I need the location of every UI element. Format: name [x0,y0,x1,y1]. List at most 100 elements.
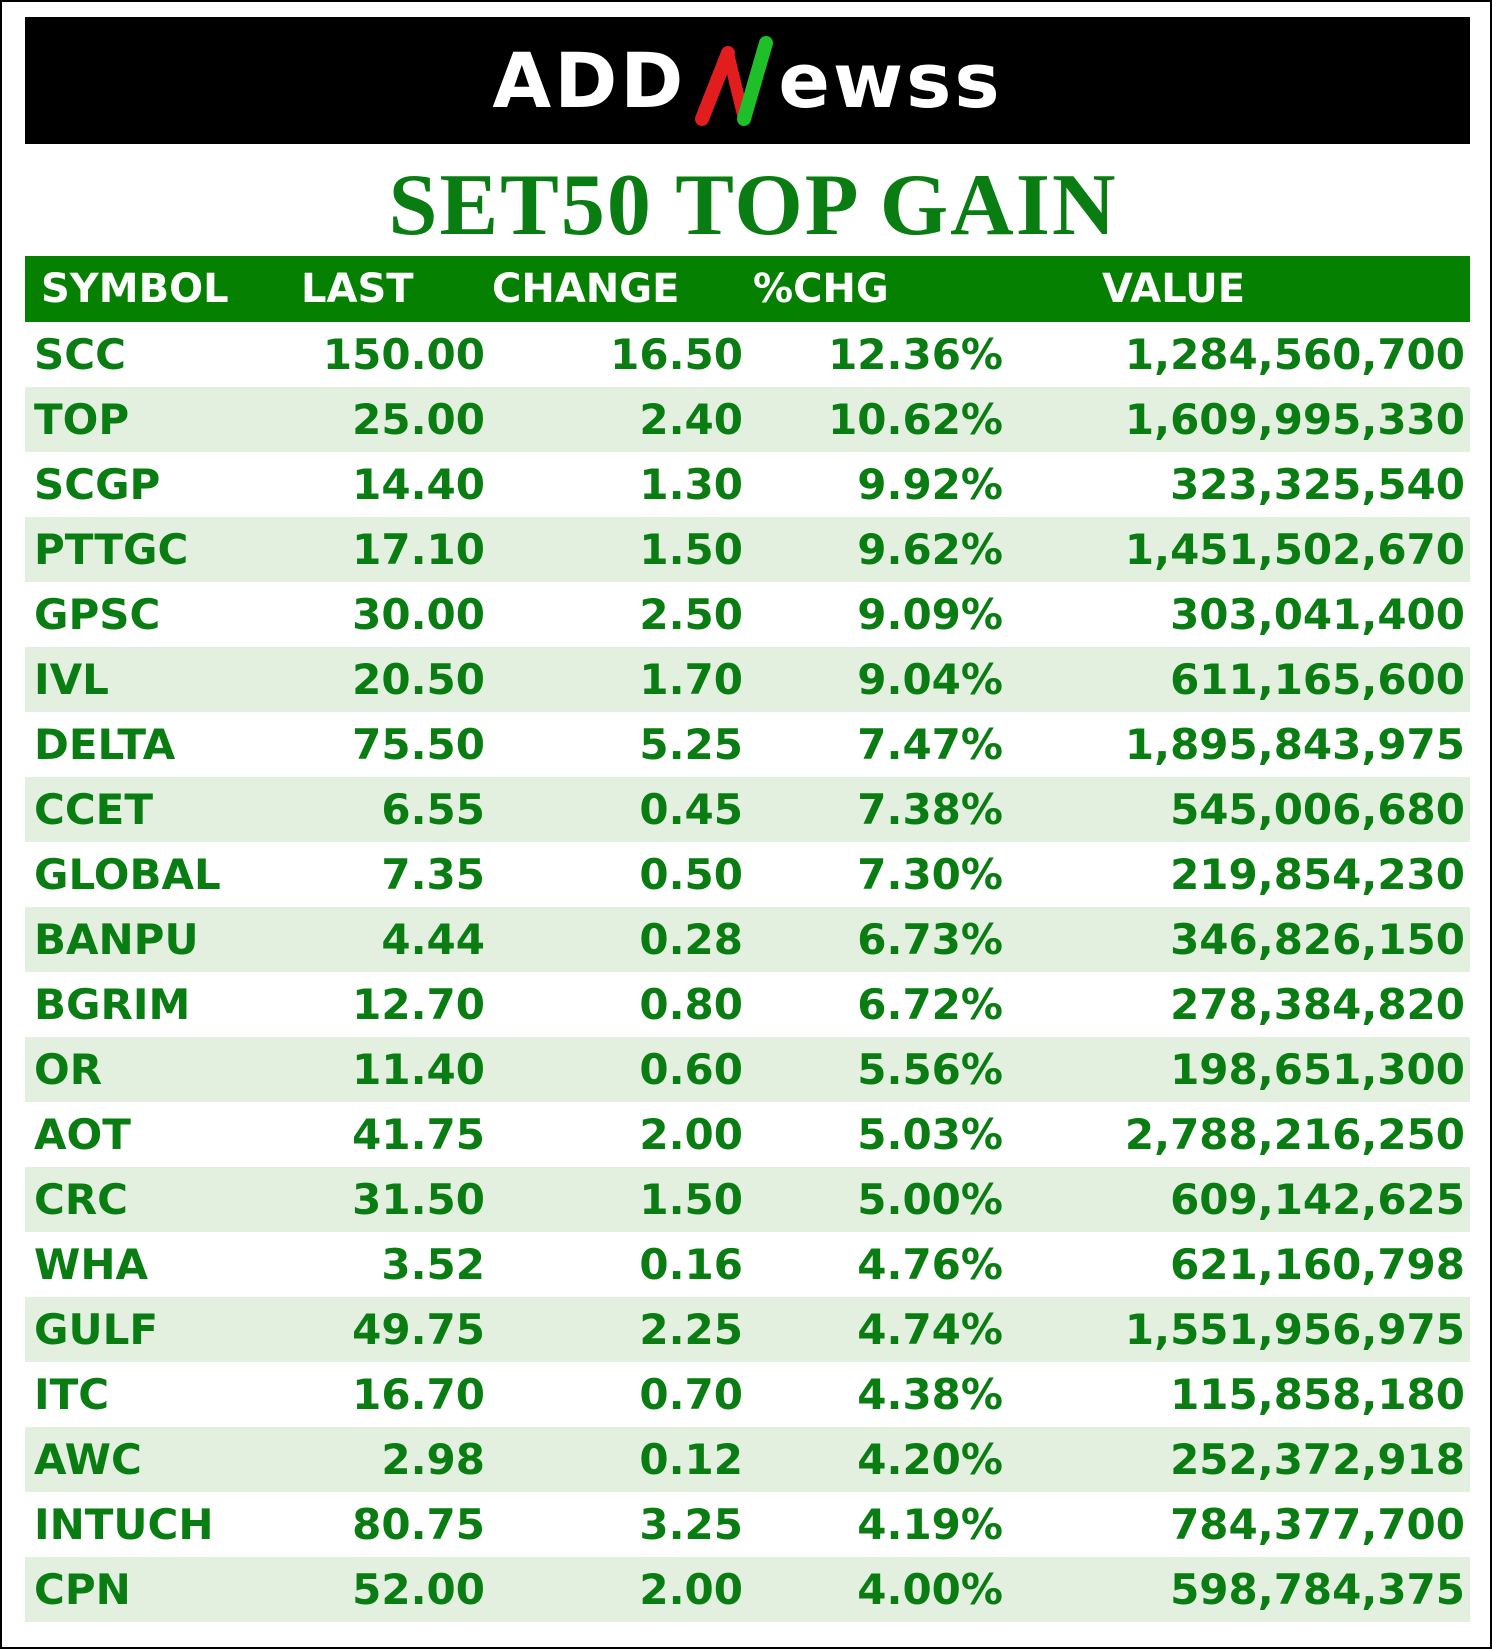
table-row: BGRIM 12.70 0.80 6.72% 278,384,820 [25,972,1470,1037]
change-cell: 3.25 [639,1500,743,1549]
pct-change-cell: 9.09% [857,590,1003,639]
value-cell: 784,377,700 [1170,1500,1465,1549]
last-cell: 41.75 [352,1110,485,1159]
symbol-cell: AWC [34,1435,142,1484]
pct-change-cell: 7.30% [857,850,1003,899]
pct-change-cell: 7.47% [857,720,1003,769]
last-cell: 7.35 [381,850,485,899]
value-cell: 621,160,798 [1170,1240,1465,1289]
table-row: AWC 2.98 0.12 4.20% 252,372,918 [25,1427,1470,1492]
table-row: SCGP 14.40 1.30 9.92% 323,325,540 [25,452,1470,517]
page-title: SET50 TOP GAIN [388,157,1118,254]
symbol-cell: IVL [34,655,109,704]
table-row: TOP 25.00 2.40 10.62% 1,609,995,330 [25,387,1470,452]
change-cell: 2.40 [639,395,743,444]
pct-change-cell: 6.73% [857,915,1003,964]
brand-banner: ADD ewss [25,17,1470,144]
symbol-cell: ITC [34,1370,110,1419]
last-cell: 80.75 [352,1500,485,1549]
symbol-cell: INTUCH [34,1500,214,1549]
last-cell: 2.98 [381,1435,485,1484]
pct-change-cell: 4.20% [857,1435,1003,1484]
change-cell: 1.50 [639,1175,743,1224]
value-cell: 545,006,680 [1170,785,1465,834]
last-cell: 4.44 [381,915,485,964]
pct-change-cell: 5.56% [857,1045,1003,1094]
pct-change-cell: 7.38% [857,785,1003,834]
symbol-cell: GPSC [34,590,161,639]
value-cell: 1,551,956,975 [1124,1305,1465,1354]
table-row: GULF 49.75 2.25 4.74% 1,551,956,975 [25,1297,1470,1362]
pct-change-cell: 5.03% [857,1110,1003,1159]
change-cell: 1.30 [639,460,743,509]
table-row: CPN 52.00 2.00 4.00% 598,784,375 [25,1557,1470,1622]
header-symbol: SYMBOL [41,266,229,312]
value-cell: 219,854,230 [1170,850,1465,899]
table-row: SCC 150.00 16.50 12.36% 1,284,560,700 [25,322,1470,387]
table-body: SCC 150.00 16.50 12.36% 1,284,560,700 TOP 25.0… [25,322,1470,1622]
logo-text-right: ewss [778,35,1003,125]
last-cell: 150.00 [322,330,485,379]
pct-change-cell: 4.74% [857,1305,1003,1354]
header-last: LAST [301,266,414,312]
symbol-cell: CPN [34,1565,131,1614]
change-cell: 1.50 [639,525,743,574]
value-cell: 1,451,502,670 [1124,525,1465,574]
change-cell: 0.70 [639,1370,743,1419]
logo-n-stroke-icon [695,35,774,126]
symbol-cell: PTTGC [34,525,189,574]
symbol-cell: GULF [34,1305,159,1354]
change-cell: 2.50 [639,590,743,639]
last-cell: 12.70 [352,980,485,1029]
pct-change-cell: 4.19% [857,1500,1003,1549]
value-cell: 609,142,625 [1170,1175,1465,1224]
value-cell: 303,041,400 [1170,590,1465,639]
value-cell: 611,165,600 [1170,655,1465,704]
pct-change-cell: 4.00% [857,1565,1003,1614]
pct-change-cell: 10.62% [828,395,1003,444]
last-cell: 75.50 [352,720,485,769]
symbol-cell: AOT [34,1110,131,1159]
symbol-cell: SCGP [34,460,161,509]
last-cell: 11.40 [352,1045,485,1094]
pct-change-cell: 4.38% [857,1370,1003,1419]
header-change: CHANGE [492,266,680,312]
pct-change-cell: 6.72% [857,980,1003,1029]
last-cell: 6.55 [381,785,485,834]
pct-change-cell: 5.00% [857,1175,1003,1224]
table-row: CCET 6.55 0.45 7.38% 545,006,680 [25,777,1470,842]
table-row: INTUCH 80.75 3.25 4.19% 784,377,700 [25,1492,1470,1557]
table-row: IVL 20.50 1.70 9.04% 611,165,600 [25,647,1470,712]
value-cell: 252,372,918 [1170,1435,1465,1484]
symbol-cell: BANPU [34,915,199,964]
table-row: AOT 41.75 2.00 5.03% 2,788,216,250 [25,1102,1470,1167]
last-cell: 31.50 [352,1175,485,1224]
value-cell: 346,826,150 [1170,915,1465,964]
last-cell: 3.52 [381,1240,485,1289]
header-value: VALUE [1102,266,1246,312]
addnewss-logo: ADD ewss [492,17,1002,144]
top-gain-table: SYMBOL LAST CHANGE %CHG VALUE SCC 150.00 1… [25,256,1470,1622]
change-cell: 2.25 [639,1305,743,1354]
symbol-cell: TOP [34,395,130,444]
table-header: SYMBOL LAST CHANGE %CHG VALUE [25,256,1470,322]
value-cell: 278,384,820 [1170,980,1465,1029]
value-cell: 1,284,560,700 [1124,330,1465,379]
change-cell: 0.12 [639,1435,743,1484]
pct-change-cell: 9.92% [857,460,1003,509]
change-cell: 1.70 [639,655,743,704]
last-cell: 16.70 [352,1370,485,1419]
change-cell: 2.00 [639,1110,743,1159]
change-cell: 0.60 [639,1045,743,1094]
value-cell: 1,895,843,975 [1124,720,1465,769]
symbol-cell: CRC [34,1175,128,1224]
pct-change-cell: 9.04% [857,655,1003,704]
symbol-cell: DELTA [34,720,176,769]
last-cell: 49.75 [352,1305,485,1354]
pct-change-cell: 4.76% [857,1240,1003,1289]
change-cell: 0.28 [639,915,743,964]
symbol-cell: CCET [34,785,153,834]
table-row: WHA 3.52 0.16 4.76% 621,160,798 [25,1232,1470,1297]
change-cell: 5.25 [639,720,743,769]
